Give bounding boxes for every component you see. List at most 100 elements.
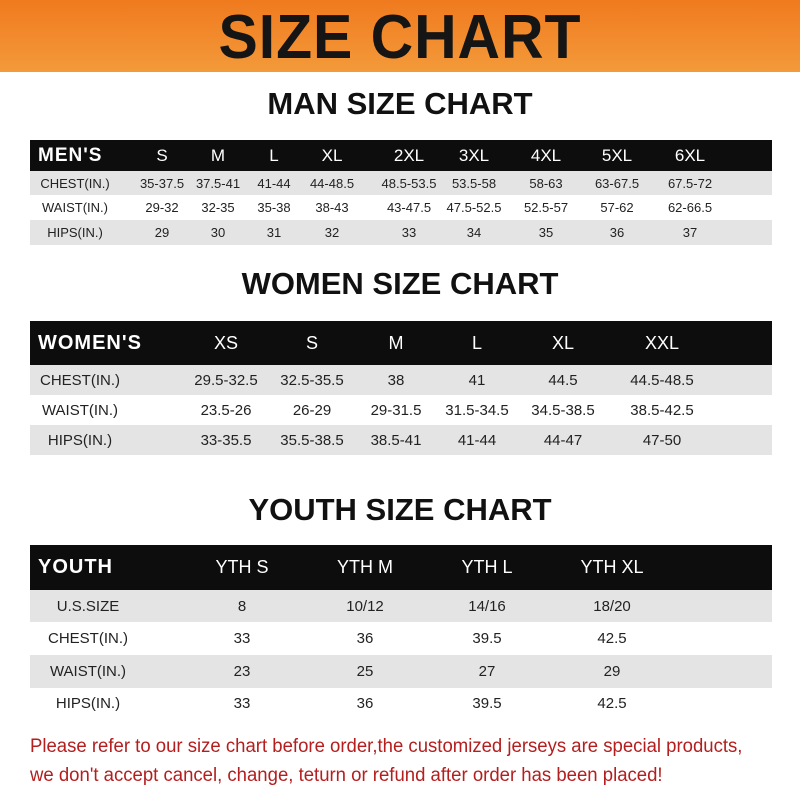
table-row: U.S.SIZE 8 10/12 14/16 18/20 xyxy=(30,590,772,622)
table-cell: 36 xyxy=(609,225,625,240)
table-cell: 14/16 xyxy=(468,597,506,615)
table-cell: 63-67.5 xyxy=(594,175,640,191)
table-cell: 18/20 xyxy=(593,597,631,615)
size-column-header: XL xyxy=(551,332,575,353)
row-label: CHEST(IN.) xyxy=(48,630,128,647)
table-cell: 33 xyxy=(233,630,251,647)
banner-title: SIZE CHART xyxy=(218,3,582,72)
size-column-header: S xyxy=(156,145,168,165)
table-cell: 35-37.5 xyxy=(139,175,185,191)
table-cell: 32 xyxy=(324,225,340,240)
table-cell: 29-32 xyxy=(145,200,179,215)
table-row: HIPS(IN.) 29 30 31 32 33 34 35 36 37 xyxy=(30,220,772,245)
size-column-header: M xyxy=(210,145,226,165)
table-cell: 31.5-34.5 xyxy=(445,401,509,419)
women-title: WOMEN SIZE CHART xyxy=(241,266,559,301)
banner: SIZE CHART xyxy=(0,0,800,72)
size-column-header: YTH M xyxy=(337,557,393,577)
table-header-label: YOUTH xyxy=(38,556,113,578)
table-cell: 23.5-26 xyxy=(200,401,252,419)
table-cell: 41-44 xyxy=(257,175,291,191)
table-row: HIPS(IN.) 33-35.5 35.5-38.5 38.5-41 41-44 44-… xyxy=(30,425,772,455)
table-cell: 47-50 xyxy=(642,431,682,449)
row-label: HIPS(IN.) xyxy=(47,225,103,240)
table-cell: 42.5 xyxy=(597,695,627,712)
table-cell: 29.5-32.5 xyxy=(194,371,258,389)
table-row: WAIST(IN.) 23 25 27 29 xyxy=(30,655,772,688)
table-cell: 26-29 xyxy=(292,401,332,419)
table-cell: 62-66.5 xyxy=(667,200,713,215)
table-cell: 34.5-38.5 xyxy=(531,401,595,419)
size-column-header: YTH XL xyxy=(580,557,644,577)
table-cell: 57-62 xyxy=(600,200,634,215)
table-cell: 43-47.5 xyxy=(386,200,432,215)
size-column-header: XL xyxy=(321,145,343,165)
size-column-header: M xyxy=(388,332,404,353)
table-cell: 37 xyxy=(682,225,698,240)
table-cell: 36 xyxy=(356,630,374,647)
table-cell: 29 xyxy=(603,663,621,680)
row-label: WAIST(IN.) xyxy=(41,401,119,419)
table-cell: 33-35.5 xyxy=(200,431,252,449)
footer-notice-line-2: we don't accept cancel, change, teturn o… xyxy=(30,765,663,786)
table-cell: 41 xyxy=(468,371,486,389)
table-cell: 41-44 xyxy=(457,431,497,449)
size-column-header: 6XL xyxy=(674,145,706,165)
size-column-header: L xyxy=(471,332,483,353)
table-cell: 44-47 xyxy=(543,431,583,449)
table-row: WAIST(IN.) 23.5-26 26-29 29-31.5 31.5-34.5 34… xyxy=(30,395,772,425)
table-cell: 36 xyxy=(356,695,374,712)
row-label: HIPS(IN.) xyxy=(55,695,121,712)
table-cell: 29 xyxy=(154,225,170,240)
table-cell: 38 xyxy=(387,371,405,389)
table-cell: 23 xyxy=(233,663,251,680)
size-column-header: XS xyxy=(213,332,239,353)
table-cell: 44.5-48.5 xyxy=(630,371,694,389)
table-cell: 53.5-58 xyxy=(451,175,497,191)
table-cell: 47.5-52.5 xyxy=(446,200,502,215)
table-cell: 32.5-35.5 xyxy=(280,371,344,389)
table-header-row: YOUTH YTH S YTH M YTH L YTH XL xyxy=(30,545,772,590)
row-label: WAIST(IN.) xyxy=(49,663,127,680)
table-cell: 34 xyxy=(466,225,482,240)
table-header-label: WOMEN'S xyxy=(38,331,142,354)
table-cell: 35.5-38.5 xyxy=(280,431,344,449)
size-column-header: 3XL xyxy=(458,145,490,165)
table-cell: 37.5-41 xyxy=(195,175,241,191)
size-column-header: 2XL xyxy=(393,145,425,165)
table-cell: 44.5 xyxy=(548,371,578,389)
table-cell: 33 xyxy=(233,695,251,712)
table-row: WAIST(IN.) 29-32 32-35 35-38 38-43 43-47.5 47.… xyxy=(30,195,772,220)
size-column-header: L xyxy=(269,145,279,165)
table-row: CHEST(IN.) 33 36 39.5 42.5 xyxy=(30,622,772,655)
size-column-header: 4XL xyxy=(530,145,562,165)
table-row: CHEST(IN.) 35-37.5 37.5-41 41-44 44-48.5 48.5… xyxy=(30,171,772,195)
table-cell: 38.5-41 xyxy=(370,431,422,449)
table-header-row: WOMEN'S XS S M L XL XXL xyxy=(30,321,772,365)
youth-title: YOUTH SIZE CHART xyxy=(248,492,552,527)
size-column-header: YTH L xyxy=(461,557,513,577)
table-cell: 39.5 xyxy=(472,630,502,647)
size-column-header: XXL xyxy=(644,332,680,353)
table-row: HIPS(IN.) 33 36 39.5 42.5 xyxy=(30,688,772,719)
table-header-row: MEN'S S M L XL 2XL 3XL 4XL 5XL 6XL xyxy=(30,140,772,171)
size-column-header: 5XL xyxy=(601,145,633,165)
footer-notice-line-1: Please refer to our size chart before or… xyxy=(30,736,743,757)
table-cell: 25 xyxy=(356,663,374,680)
size-column-header: YTH S xyxy=(215,557,269,577)
table-cell: 67.5-72 xyxy=(667,175,713,191)
size-column-header: S xyxy=(305,332,319,353)
table-cell: 35 xyxy=(538,225,554,240)
table-cell: 38.5-42.5 xyxy=(630,401,694,419)
table-cell: 52.5-57 xyxy=(523,200,569,215)
table-cell: 38-43 xyxy=(315,200,349,215)
table-cell: 27 xyxy=(478,663,496,680)
table-cell: 42.5 xyxy=(597,630,627,647)
table-cell: 32-35 xyxy=(201,200,235,215)
row-label: HIPS(IN.) xyxy=(47,431,113,449)
table-cell: 10/12 xyxy=(346,597,384,615)
row-label: CHEST(IN.) xyxy=(40,175,110,191)
table-cell: 58-63 xyxy=(529,175,563,191)
table-cell: 29-31.5 xyxy=(370,401,422,419)
table-cell: 39.5 xyxy=(472,695,502,712)
